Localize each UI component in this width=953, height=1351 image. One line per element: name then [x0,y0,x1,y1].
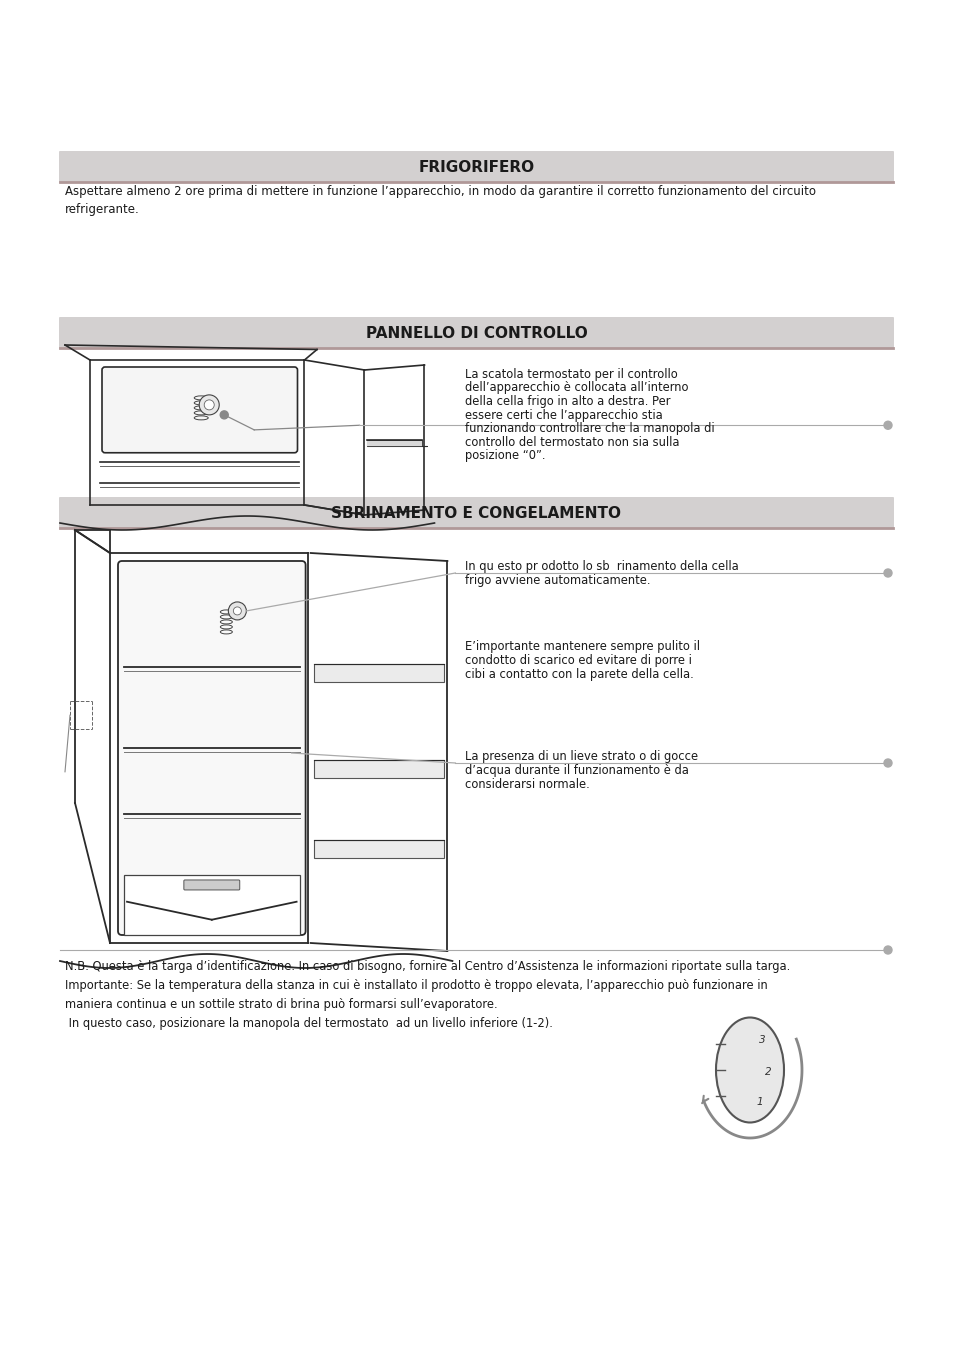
Text: La presenza di un lieve strato o di gocce: La presenza di un lieve strato o di gocc… [464,750,698,763]
Text: cibi a contatto con la parete della cella.: cibi a contatto con la parete della cell… [464,667,693,681]
Bar [314,761,444,778]
Circle shape [199,394,219,415]
Text: FRIGORIFERO: FRIGORIFERO [418,159,534,174]
Circle shape [233,607,241,615]
Text: posizione “0”.: posizione “0”. [464,449,545,462]
Text: considerarsi normale.: considerarsi normale. [464,778,589,790]
Circle shape [883,569,891,577]
Text: essere certi che l’apparecchio stia: essere certi che l’apparecchio stia [464,408,662,422]
Text: 2: 2 [764,1067,771,1077]
Circle shape [883,946,891,954]
Bar [314,665,444,682]
FancyBboxPatch shape [184,880,239,890]
Text: controllo del termostato non sia sulla: controllo del termostato non sia sulla [464,435,679,449]
Ellipse shape [716,1017,783,1123]
Circle shape [220,411,228,419]
Bar [124,875,299,935]
Circle shape [204,400,214,409]
Text: d’acqua durante il funzionamento è da: d’acqua durante il funzionamento è da [464,765,688,777]
Text: condotto di scarico ed evitare di porre i: condotto di scarico ed evitare di porre … [464,654,691,667]
FancyBboxPatch shape [59,317,893,349]
Text: frigo avviene automaticamente.: frigo avviene automaticamente. [464,574,650,586]
FancyBboxPatch shape [118,561,305,935]
Polygon shape [367,439,427,446]
Bar [314,839,444,858]
Text: funzionando controllare che la manopola di: funzionando controllare che la manopola … [464,422,714,435]
Circle shape [209,917,214,923]
FancyBboxPatch shape [59,151,893,182]
Text: In qu esto pr odotto lo sb  rinamento della cella: In qu esto pr odotto lo sb rinamento del… [464,561,738,573]
FancyBboxPatch shape [102,367,297,453]
Text: E’importante mantenere sempre pulito il: E’importante mantenere sempre pulito il [464,640,700,653]
Circle shape [883,759,891,767]
FancyBboxPatch shape [59,497,893,530]
Text: 3: 3 [758,1035,764,1046]
Text: La scatola termostato per il controllo: La scatola termostato per il controllo [464,367,677,381]
Text: N.B. Questa è la targa d’identificazione. In caso di bisogno, fornire al Centro : N.B. Questa è la targa d’identificazione… [65,961,789,1029]
Text: dell’apparecchio è collocata all’interno: dell’apparecchio è collocata all’interno [464,381,688,394]
Text: Aspettare almeno 2 ore prima di mettere in funzione l’apparecchio, in modo da ga: Aspettare almeno 2 ore prima di mettere … [65,185,815,216]
Circle shape [228,603,246,620]
Text: della cella frigo in alto a destra. Per: della cella frigo in alto a destra. Per [464,394,670,408]
Text: SBRINAMENTO E CONGELAMENTO: SBRINAMENTO E CONGELAMENTO [331,505,620,520]
Text: PANNELLO DI CONTROLLO: PANNELLO DI CONTROLLO [365,326,587,340]
Text: 1: 1 [756,1097,762,1106]
Circle shape [883,422,891,430]
